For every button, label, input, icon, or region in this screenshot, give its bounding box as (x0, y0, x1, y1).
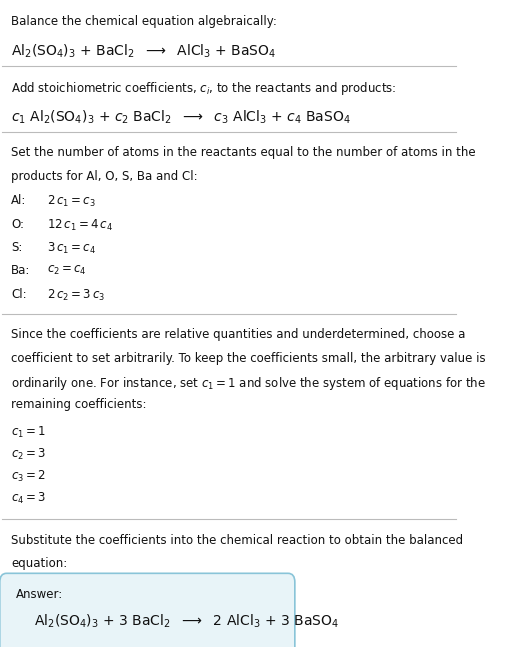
Text: Al:: Al: (11, 194, 26, 207)
Text: Al$_2$(SO$_4$)$_3$ + 3 BaCl$_2$  $\longrightarrow$  2 AlCl$_3$ + 3 BaSO$_4$: Al$_2$(SO$_4$)$_3$ + 3 BaCl$_2$ $\longri… (34, 613, 339, 630)
Text: Ba:: Ba: (11, 264, 31, 277)
Text: $c_1 = 1$: $c_1 = 1$ (11, 424, 46, 440)
FancyBboxPatch shape (0, 573, 295, 647)
Text: Since the coefficients are relative quantities and underdetermined, choose a: Since the coefficients are relative quan… (11, 329, 466, 342)
Text: Add stoichiometric coefficients, $c_i$, to the reactants and products:: Add stoichiometric coefficients, $c_i$, … (11, 80, 397, 98)
Text: Cl:: Cl: (11, 287, 27, 301)
Text: Set the number of atoms in the reactants equal to the number of atoms in the: Set the number of atoms in the reactants… (11, 146, 476, 159)
Text: coefficient to set arbitrarily. To keep the coefficients small, the arbitrary va: coefficient to set arbitrarily. To keep … (11, 352, 486, 365)
Text: Substitute the coefficients into the chemical reaction to obtain the balanced: Substitute the coefficients into the che… (11, 534, 463, 547)
Text: $3\,c_1 = c_4$: $3\,c_1 = c_4$ (48, 241, 96, 256)
Text: equation:: equation: (11, 557, 67, 570)
Text: $c_2 = 3$: $c_2 = 3$ (11, 447, 46, 462)
Text: $12\,c_1 = 4\,c_4$: $12\,c_1 = 4\,c_4$ (48, 217, 113, 233)
Text: $c_4 = 3$: $c_4 = 3$ (11, 491, 46, 506)
Text: $c_3 = 2$: $c_3 = 2$ (11, 469, 46, 484)
Text: products for Al, O, S, Ba and Cl:: products for Al, O, S, Ba and Cl: (11, 170, 198, 182)
Text: Balance the chemical equation algebraically:: Balance the chemical equation algebraica… (11, 15, 277, 28)
Text: $2\,c_1 = c_3$: $2\,c_1 = c_3$ (48, 194, 96, 210)
Text: ordinarily one. For instance, set $c_1 = 1$ and solve the system of equations fo: ordinarily one. For instance, set $c_1 =… (11, 375, 486, 392)
Text: $c_2 = c_4$: $c_2 = c_4$ (48, 264, 87, 278)
Text: S:: S: (11, 241, 23, 254)
Text: Al$_2$(SO$_4$)$_3$ + BaCl$_2$  $\longrightarrow$  AlCl$_3$ + BaSO$_4$: Al$_2$(SO$_4$)$_3$ + BaCl$_2$ $\longrigh… (11, 43, 276, 60)
Text: $c_1$ Al$_2$(SO$_4$)$_3$ + $c_2$ BaCl$_2$  $\longrightarrow$  $c_3$ AlCl$_3$ + $: $c_1$ Al$_2$(SO$_4$)$_3$ + $c_2$ BaCl$_2… (11, 109, 351, 126)
Text: $2\,c_2 = 3\,c_3$: $2\,c_2 = 3\,c_3$ (48, 287, 106, 303)
Text: O:: O: (11, 217, 24, 230)
Text: Answer:: Answer: (16, 588, 63, 601)
Text: remaining coefficients:: remaining coefficients: (11, 399, 147, 411)
